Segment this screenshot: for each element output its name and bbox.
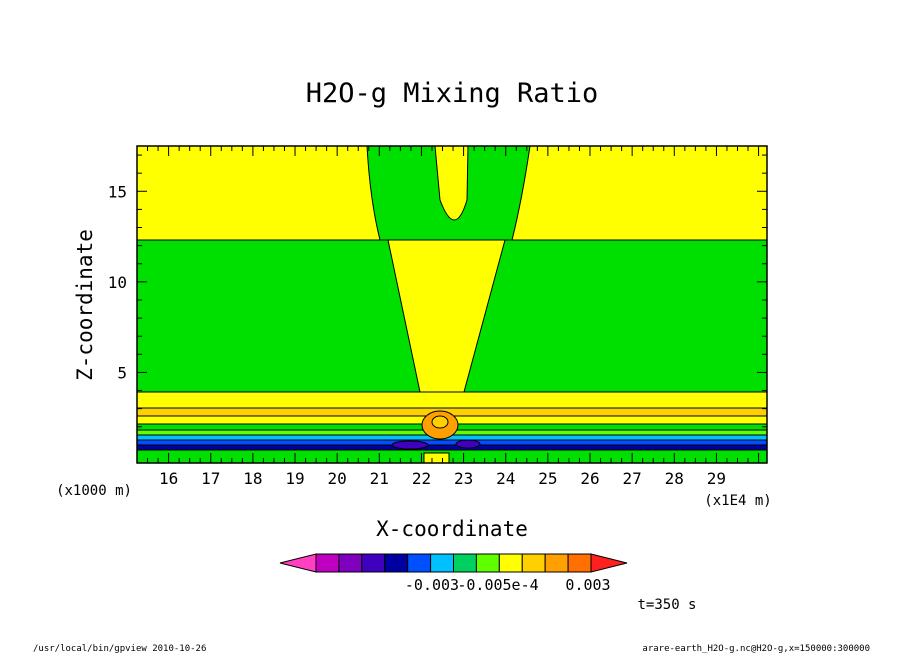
footer-right: arare-earth_H2O-g.nc@H2O-g,x=150000:3000… [642, 644, 870, 654]
x-tick-label: 27 [623, 469, 642, 488]
x-tick-label: 22 [412, 469, 431, 488]
colorbar-label-high: 0.003 [565, 576, 610, 594]
plot-frame [136, 145, 768, 464]
colorbar-swatch [338, 553, 363, 573]
time-label: t=350 s [637, 597, 696, 613]
colorbar-swatch [567, 553, 592, 573]
x-tick-label: 17 [201, 469, 220, 488]
x-tick-label: 16 [159, 469, 178, 488]
colorbar-swatch [315, 553, 340, 573]
colorbar-swatch [430, 553, 455, 573]
x-tick-label: 23 [454, 469, 473, 488]
x-tick-label: 26 [580, 469, 599, 488]
x-tick-label: 29 [707, 469, 726, 488]
low-yellow-layer [137, 391, 767, 409]
colorbar-swatch [361, 553, 386, 573]
colorbar-swatch [384, 553, 409, 573]
bottom-green-layer [137, 449, 767, 463]
y-axis-label: Z-coordinate [73, 229, 97, 381]
low-navy-layer [137, 444, 767, 451]
chart-title: H2O-g Mixing Ratio [306, 78, 599, 109]
colorbar-high-arrow [590, 553, 628, 573]
colorbar-swatch [453, 553, 477, 573]
x-tick-label: 24 [496, 469, 515, 488]
x-tick-label: 28 [665, 469, 684, 488]
x-axis-label: X-coordinate [376, 517, 528, 541]
upper-green-plume [366, 146, 531, 241]
right-dark-vortex [455, 439, 481, 449]
x-tick-label: 18 [243, 469, 262, 488]
low-blue-layer [137, 439, 767, 446]
surface-yellow-patch [423, 452, 450, 463]
colorbar-label-mid: -0.005e-4 [457, 576, 538, 594]
colorbar-swatch [498, 553, 523, 573]
x-axis-ticks: 16 17 18 19 20 21 22 23 24 25 26 27 28 29 [136, 146, 760, 488]
x-tick-label: 21 [370, 469, 389, 488]
footer-left: /usr/local/bin/gpview 2010-10-26 [33, 644, 206, 654]
left-dark-vortex [391, 440, 429, 450]
colorbar-swatch [475, 553, 500, 573]
colorbar-swatch [544, 553, 569, 573]
x-tick-label: 20 [328, 469, 347, 488]
x-axis-unit: (x1E4 m) [704, 493, 771, 509]
contour-field [137, 146, 767, 463]
y-axis-unit: (x1000 m) [56, 483, 132, 499]
colorbar-swatch [521, 553, 546, 573]
central-yellow-core [431, 415, 449, 429]
x-tick-label: 19 [285, 469, 304, 488]
y-tick-label: 10 [108, 273, 127, 292]
x-tick-label: 25 [538, 469, 557, 488]
y-axis-ticks: 5 10 15 [108, 154, 767, 464]
colorbar-low-arrow [279, 553, 317, 573]
colorbar [279, 553, 628, 573]
y-tick-label: 5 [117, 363, 127, 382]
colorbar-swatch [407, 553, 432, 573]
y-tick-label: 15 [108, 182, 127, 201]
colorbar-label-low: -0.003 [405, 576, 459, 594]
